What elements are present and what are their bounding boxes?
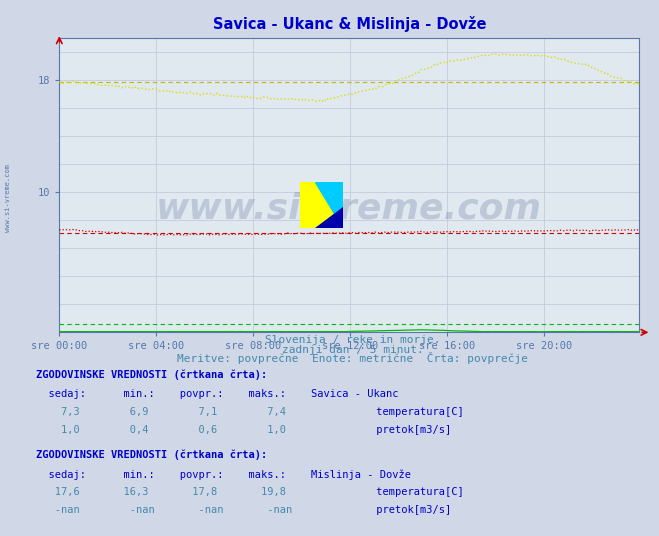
Text: www.si-vreme.com: www.si-vreme.com [5,165,11,232]
Text: temperatura[C]: temperatura[C] [370,407,464,417]
Polygon shape [315,182,343,228]
Text: www.si-vreme.com: www.si-vreme.com [156,191,542,226]
Text: temperatura[C]: temperatura[C] [370,487,464,497]
Text: 17,6       16,3       17,8       19,8: 17,6 16,3 17,8 19,8 [36,487,286,497]
Text: ZGODOVINSKE VREDNOSTI (črtkana črta):: ZGODOVINSKE VREDNOSTI (črtkana črta): [36,450,268,460]
Text: pretok[m3/s]: pretok[m3/s] [370,505,451,515]
Text: Slovenija / reke in morje.: Slovenija / reke in morje. [265,335,440,345]
Text: Meritve: povprečne  Enote: metrične  Črta: povprečje: Meritve: povprečne Enote: metrične Črta:… [177,352,528,364]
Title: Savica - Ukanc & Mislinja - Dovže: Savica - Ukanc & Mislinja - Dovže [212,16,486,32]
Text: 1,0        0,4        0,6        1,0: 1,0 0,4 0,6 1,0 [36,425,286,435]
Text: zadnji dan / 5 minut.: zadnji dan / 5 minut. [281,345,424,355]
Text: -nan        -nan       -nan       -nan: -nan -nan -nan -nan [36,505,293,515]
Text: 7,3        6,9        7,1        7,4: 7,3 6,9 7,1 7,4 [36,407,286,417]
Text: ZGODOVINSKE VREDNOSTI (črtkana črta):: ZGODOVINSKE VREDNOSTI (črtkana črta): [36,369,268,380]
Text: sedaj:      min.:    povpr.:    maks.:    Mislinja - Dovže: sedaj: min.: povpr.: maks.: Mislinja - D… [36,469,411,480]
Text: pretok[m3/s]: pretok[m3/s] [370,425,451,435]
Text: sedaj:      min.:    povpr.:    maks.:    Savica - Ukanc: sedaj: min.: povpr.: maks.: Savica - Uka… [36,389,399,399]
Polygon shape [315,207,343,228]
